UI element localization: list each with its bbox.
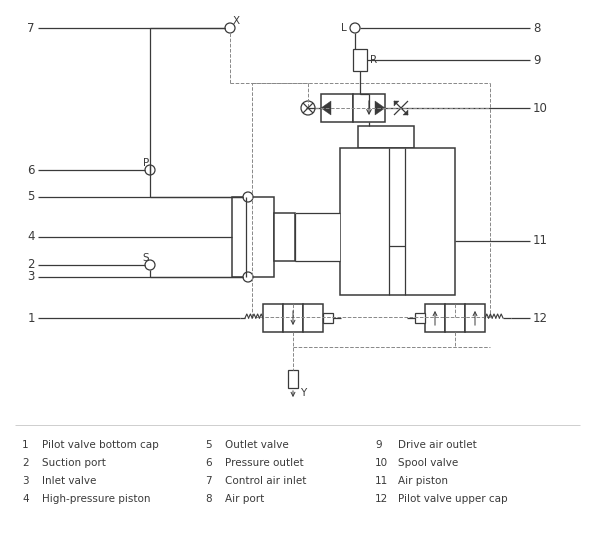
Text: Pilot valve bottom cap: Pilot valve bottom cap [42,440,159,450]
Text: 8: 8 [533,21,540,34]
Text: 2: 2 [27,258,35,272]
Text: 4: 4 [22,494,29,504]
Bar [263,304,283,332]
Bar [415,313,425,323]
Text: 2: 2 [22,458,29,468]
Text: 1: 1 [22,440,29,450]
Bar [445,304,465,332]
Text: Control air inlet: Control air inlet [225,476,306,486]
Bar [232,197,274,277]
Circle shape [301,101,315,115]
Circle shape [350,23,360,33]
Text: Pilot valve upper cap: Pilot valve upper cap [398,494,508,504]
Text: Air piston: Air piston [398,476,448,486]
Text: L: L [342,23,347,33]
Circle shape [243,192,253,202]
Polygon shape [394,101,399,106]
Bar [321,94,353,122]
Text: 10: 10 [375,458,388,468]
Text: Inlet valve: Inlet valve [42,476,96,486]
Text: 9: 9 [533,54,540,66]
Text: 12: 12 [533,311,548,324]
Bar [303,304,323,332]
Bar [323,313,333,323]
Text: 11: 11 [375,476,389,486]
Bar [340,148,455,295]
Text: 3: 3 [27,271,35,284]
Text: R: R [370,55,377,65]
Text: 4: 4 [27,230,35,243]
Text: 6: 6 [205,458,212,468]
Bar [465,304,485,332]
Polygon shape [403,110,408,115]
Text: 9: 9 [375,440,381,450]
Circle shape [243,272,253,282]
Circle shape [145,260,155,270]
Text: Spool valve: Spool valve [398,458,458,468]
Text: P: P [143,158,149,168]
Text: Outlet valve: Outlet valve [225,440,289,450]
Text: 6: 6 [27,163,35,176]
Text: 5: 5 [205,440,212,450]
Bar [283,304,303,332]
Text: 8: 8 [205,494,212,504]
Text: S: S [143,253,149,263]
Circle shape [225,23,235,33]
Text: Pressure outlet: Pressure outlet [225,458,303,468]
Text: 5: 5 [27,190,35,204]
Polygon shape [375,101,385,115]
Text: 10: 10 [533,101,548,115]
Text: 11: 11 [533,235,548,248]
Bar [353,49,367,71]
Text: 7: 7 [205,476,212,486]
Text: X: X [233,16,240,26]
Text: 1: 1 [27,311,35,324]
Text: 7: 7 [27,21,35,34]
Circle shape [145,165,155,175]
Bar [288,370,298,388]
Bar [274,213,295,261]
Polygon shape [321,101,331,115]
Bar [358,126,414,148]
Text: High-pressure piston: High-pressure piston [42,494,151,504]
Text: Drive air outlet: Drive air outlet [398,440,477,450]
Bar [425,304,445,332]
Text: 12: 12 [375,494,389,504]
Text: Suction port: Suction port [42,458,106,468]
Text: Air port: Air port [225,494,264,504]
Bar [353,94,385,122]
Text: Y: Y [300,388,306,398]
Text: 3: 3 [22,476,29,486]
Bar [295,213,340,261]
